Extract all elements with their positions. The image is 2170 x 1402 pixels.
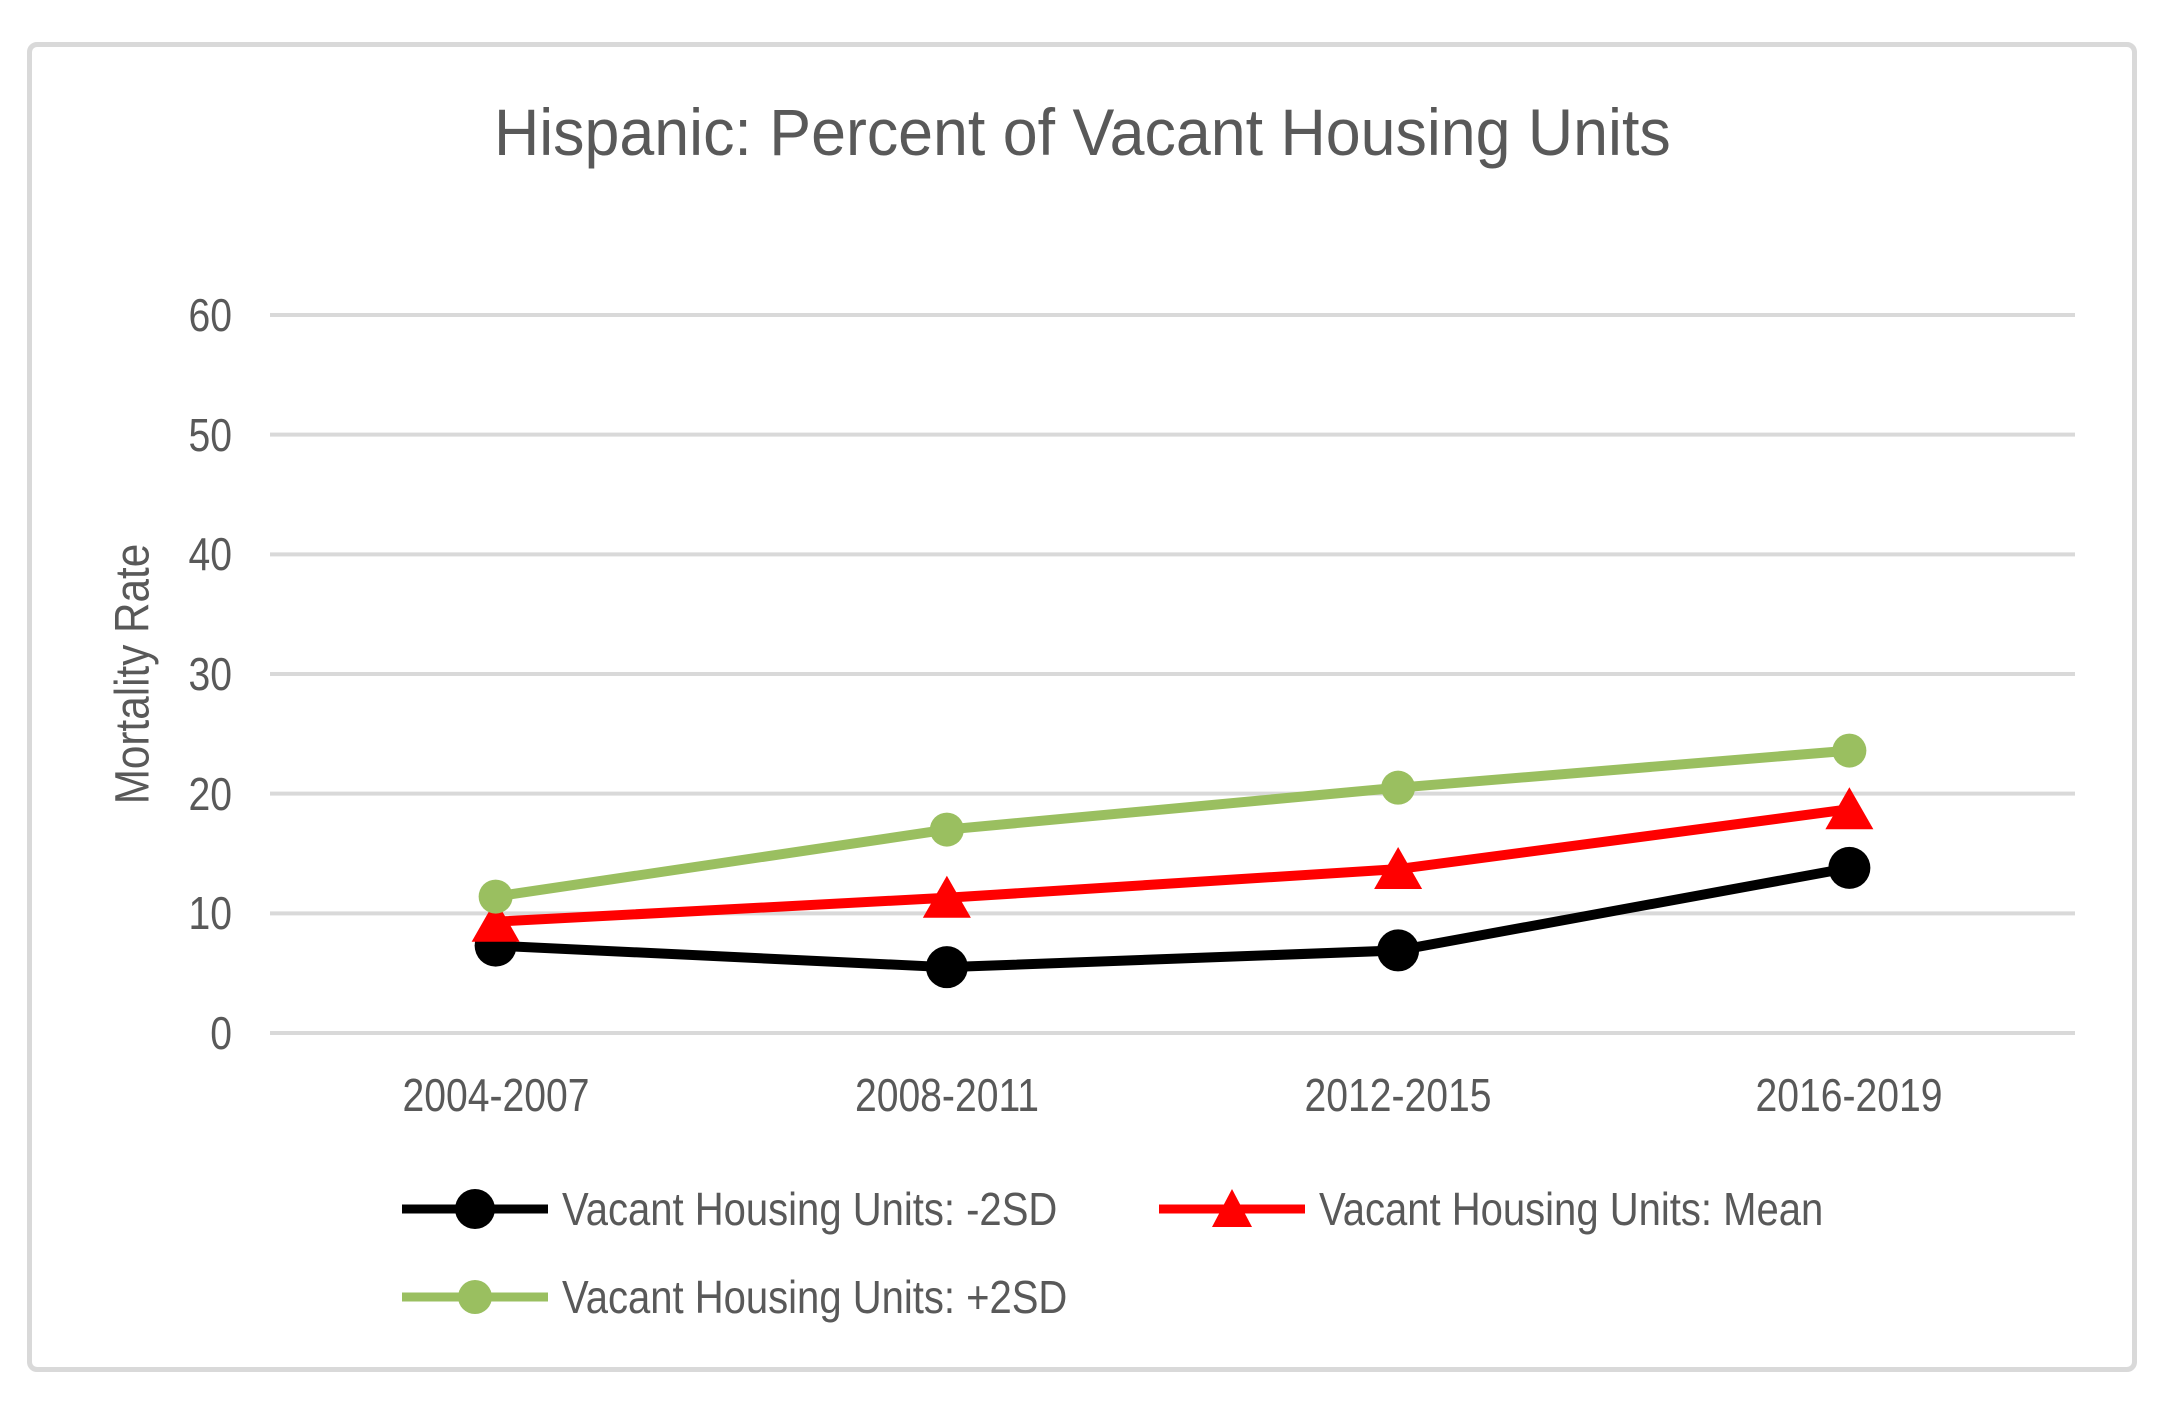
data-point-triangle-marker bbox=[922, 875, 971, 918]
y-tick-label: 50 bbox=[188, 408, 232, 461]
data-point-circle-marker bbox=[929, 812, 964, 847]
series-line bbox=[490, 804, 1855, 927]
data-point-circle-marker bbox=[1381, 770, 1416, 805]
chart-title-text: Hispanic: Percent of Vacant Housing Unit… bbox=[493, 95, 1671, 169]
y-tick-label: 10 bbox=[188, 887, 232, 940]
legend-row: Vacant Housing Units: -2SD Vacant Housing… bbox=[400, 1182, 1899, 1236]
chart-legend: Vacant Housing Units: -2SD Vacant Housing… bbox=[400, 1182, 1899, 1324]
legend-label: Vacant Housing Units: +2SD bbox=[562, 1271, 1068, 1323]
chart-outer-frame bbox=[27, 42, 2137, 1372]
series-line bbox=[490, 745, 1855, 902]
legend-marker-icon bbox=[1159, 1189, 1306, 1227]
legend-row: Vacant Housing Units: +2SD bbox=[400, 1270, 1899, 1324]
legend-item: Vacant Housing Units: -2SD bbox=[400, 1182, 1131, 1236]
x-category-label: 2016-2019 bbox=[1755, 1069, 1943, 1121]
legend-label: Vacant Housing Units: -2SD bbox=[562, 1183, 1058, 1235]
data-point-triangle-marker bbox=[1374, 847, 1423, 890]
x-category-label: 2012-2015 bbox=[1304, 1069, 1492, 1121]
y-tick-label: 40 bbox=[188, 528, 232, 581]
legend-item: Vacant Housing Units: Mean bbox=[1157, 1182, 1899, 1236]
y-tick-label: 20 bbox=[188, 767, 232, 820]
data-point-circle-marker bbox=[1832, 733, 1867, 768]
y-tick-label: 0 bbox=[210, 1007, 232, 1059]
legend-marker-icon bbox=[402, 1189, 548, 1229]
legend-label: Vacant Housing Units: Mean bbox=[1319, 1183, 1824, 1235]
legend-marker-icon bbox=[402, 1280, 548, 1314]
data-point-circle-marker bbox=[1377, 929, 1420, 972]
chart-title: Hispanic: Percent of Vacant Housing Unit… bbox=[27, 94, 2137, 170]
legend-circle-marker bbox=[458, 1280, 492, 1314]
legend-item: Vacant Housing Units: +2SD bbox=[400, 1270, 1143, 1324]
data-point-triangle-marker bbox=[471, 899, 520, 942]
y-tick-label: 30 bbox=[188, 648, 232, 700]
y-tick-label: 60 bbox=[188, 289, 232, 341]
data-point-circle-marker bbox=[1828, 846, 1871, 889]
x-category-label: 2008-2011 bbox=[854, 1069, 1039, 1121]
data-point-circle-marker bbox=[478, 879, 513, 914]
data-point-triangle-marker bbox=[1825, 787, 1874, 830]
legend-circle-marker bbox=[455, 1189, 495, 1229]
series-line bbox=[490, 862, 1855, 973]
x-category-label: 2004-2007 bbox=[402, 1069, 590, 1121]
legend-triangle-marker bbox=[1212, 1189, 1253, 1227]
data-point-circle-marker bbox=[925, 946, 968, 989]
